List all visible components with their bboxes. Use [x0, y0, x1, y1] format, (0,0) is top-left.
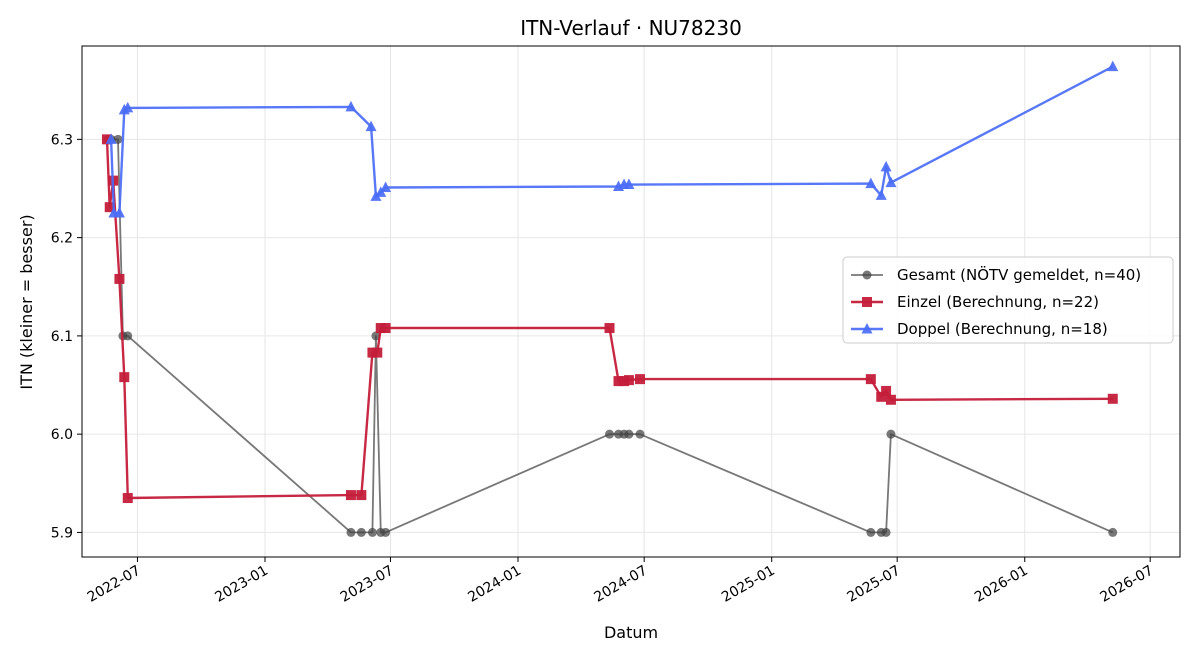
y-tick-label: 6.3: [51, 132, 73, 148]
data-point-einzel: [356, 490, 367, 501]
plot-frame: [81, 45, 1181, 558]
data-point-einzel: [635, 374, 646, 385]
data-point-einzel: [119, 372, 130, 383]
data-point-einzel: [114, 273, 125, 284]
y-tick-label: 6.2: [51, 231, 73, 247]
y-axis-ticks: 5.9 6.0 6.1 6.2 6.3: [51, 132, 82, 541]
legend-label-doppel: Doppel (Berechnung, n=18): [897, 320, 1108, 338]
data-point-gesamt: [886, 429, 896, 439]
data-point-gesamt: [624, 429, 634, 439]
data-point-doppel: [370, 190, 382, 201]
data-point-doppel: [365, 120, 377, 132]
data-point-einzel: [885, 394, 896, 405]
data-point-einzel: [122, 493, 133, 504]
data-point-einzel: [876, 391, 887, 402]
legend-label-gesamt: Gesamt (NÖTV gemeldet, n=40): [897, 265, 1141, 284]
legend-marker-einzel: [862, 297, 872, 307]
data-point-gesamt: [367, 527, 377, 537]
data-point-gesamt: [1108, 527, 1118, 537]
data-point-doppel: [880, 160, 892, 172]
legend: Gesamt (NÖTV gemeldet, n=40) Einzel (Bere…: [842, 256, 1174, 344]
data-point-einzel: [613, 376, 624, 387]
data-point-gesamt: [123, 331, 133, 341]
data-point-doppel: [345, 100, 357, 112]
x-axis-label: Datum: [604, 623, 658, 642]
data-point-einzel: [104, 202, 115, 213]
y-tick-label: 5.9: [51, 525, 73, 541]
data-point-einzel: [372, 347, 383, 358]
data-point-gesamt: [356, 527, 366, 537]
data-point-doppel: [113, 207, 125, 218]
data-point-gesamt: [346, 527, 356, 537]
data-point-einzel: [380, 323, 391, 334]
data-point-einzel: [345, 490, 356, 501]
y-axis-label: ITN (kleiner = besser): [17, 214, 36, 389]
data-point-doppel: [875, 189, 887, 200]
data-point-doppel: [865, 177, 877, 189]
data-point-doppel: [1107, 60, 1119, 72]
y-tick-label: 6.1: [51, 329, 73, 345]
legend-box: [842, 256, 1174, 344]
data-point-doppel: [105, 133, 117, 144]
legend-marker-gesamt: [862, 270, 872, 280]
series-einzel: [101, 134, 1118, 504]
data-point-gesamt: [866, 527, 876, 537]
series-layer: [101, 60, 1119, 537]
data-point-einzel: [1107, 393, 1118, 404]
data-point-einzel: [101, 134, 112, 145]
series-gesamt: [103, 134, 1118, 537]
data-point-doppel: [623, 178, 635, 190]
y-tick-label: 6.0: [51, 427, 73, 443]
legend-marker-doppel: [861, 323, 873, 334]
data-point-gesamt: [113, 134, 123, 144]
data-point-doppel: [122, 101, 134, 113]
chart-title: ITN-Verlauf · NU78230: [520, 16, 742, 40]
data-point-einzel: [623, 375, 634, 386]
data-point-einzel: [604, 323, 615, 334]
data-point-gesamt: [381, 527, 391, 537]
data-point-doppel: [885, 176, 897, 188]
data-point-gesamt: [635, 429, 645, 439]
series-doppel: [105, 60, 1119, 218]
data-point-gesamt: [605, 429, 615, 439]
data-point-doppel: [380, 181, 392, 193]
data-point-einzel: [881, 385, 892, 396]
legend-label-einzel: Einzel (Berechnung, n=22): [897, 293, 1099, 311]
data-point-gesamt: [881, 527, 891, 537]
data-point-einzel: [865, 374, 876, 385]
